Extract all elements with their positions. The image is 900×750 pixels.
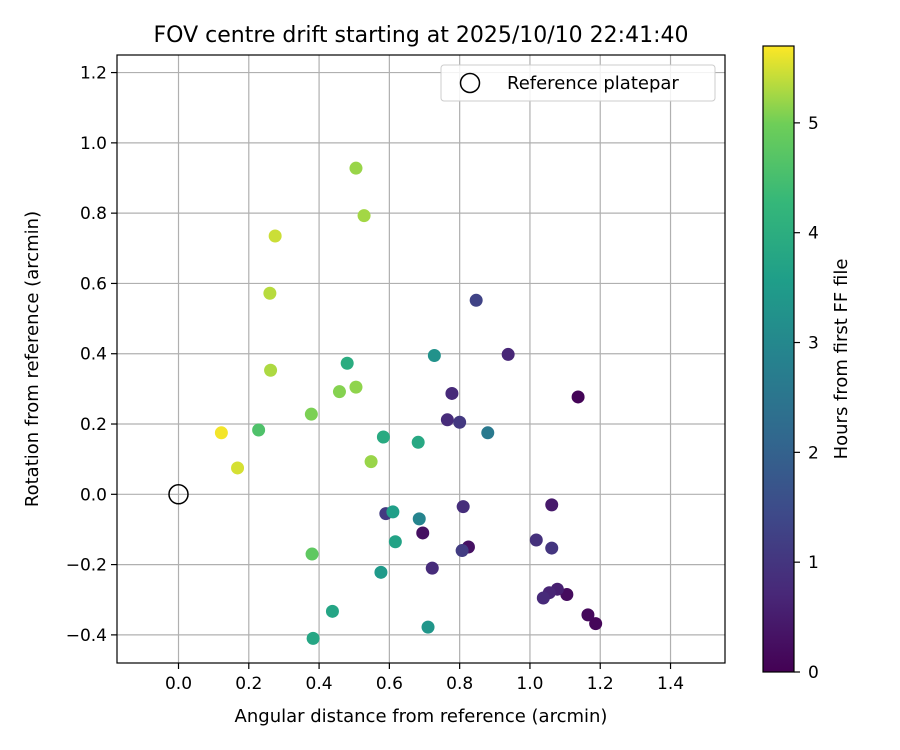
data-point <box>529 533 543 547</box>
y-tick-label: −0.4 <box>66 626 107 646</box>
data-point <box>388 535 402 549</box>
x-tick-label: 0.0 <box>165 674 192 694</box>
x-axis-ticks: 0.0 0.2 0.4 0.6 0.8 1.0 1.2 1.4 <box>165 663 684 694</box>
data-point <box>374 565 388 579</box>
data-point <box>421 620 435 634</box>
colorbar-ticks: 0 1 2 3 4 5 <box>794 114 819 683</box>
data-point <box>340 356 354 370</box>
chart-title: FOV centre drift starting at 2025/10/10 … <box>154 23 689 48</box>
data-point <box>545 498 559 512</box>
data-point <box>589 617 603 631</box>
data-point <box>455 544 469 558</box>
data-point <box>536 591 550 605</box>
legend-box <box>440 64 716 102</box>
data-point <box>386 505 400 519</box>
data-point <box>325 604 339 618</box>
data-point <box>364 455 378 469</box>
data-point <box>304 407 318 421</box>
y-tick-label: 0.4 <box>80 345 107 365</box>
data-point <box>268 229 282 243</box>
data-point <box>349 161 363 175</box>
colorbar-tick-label: 4 <box>808 224 819 244</box>
data-point <box>412 512 426 526</box>
data-point <box>306 631 320 645</box>
x-tick-label: 1.0 <box>516 674 543 694</box>
colorbar-tick-label: 2 <box>808 443 819 463</box>
plot-frame <box>116 54 726 664</box>
data-points <box>214 161 603 645</box>
grid <box>117 55 725 663</box>
legend-label: Reference platepar <box>507 73 679 94</box>
y-tick-label: 0.8 <box>80 204 107 224</box>
data-point <box>445 386 459 400</box>
colorbar-tick-label: 0 <box>808 663 819 683</box>
data-point <box>252 423 266 437</box>
x-tick-label: 1.2 <box>587 674 614 694</box>
data-point <box>481 426 495 440</box>
data-point <box>453 415 467 429</box>
data-point <box>305 547 319 561</box>
colorbar-tick-label: 5 <box>808 114 819 134</box>
data-point <box>571 390 585 404</box>
data-point <box>545 541 559 555</box>
x-axis-label: Angular distance from reference (arcmin) <box>235 706 608 727</box>
data-point <box>581 608 595 622</box>
data-point <box>214 426 228 440</box>
data-point <box>469 293 483 307</box>
y-tick-label: 0.0 <box>80 485 107 505</box>
legend: Reference platepar <box>440 64 716 102</box>
data-point <box>501 347 515 361</box>
x-tick-label: 1.4 <box>657 674 684 694</box>
data-point <box>440 413 454 427</box>
reference-marker <box>168 484 189 505</box>
colorbar-gradient <box>762 45 795 673</box>
y-axis-ticks: −0.4 −0.2 0.0 0.2 0.4 0.6 0.8 1.0 1.2 <box>66 64 117 646</box>
data-point <box>264 363 278 377</box>
y-tick-label: 0.2 <box>80 415 107 435</box>
data-point <box>357 209 371 223</box>
x-tick-label: 0.6 <box>376 674 403 694</box>
colorbar: 0 1 2 3 4 5 Hours from first FF file <box>762 45 852 683</box>
y-tick-label: 1.0 <box>80 134 107 154</box>
y-tick-label: 1.2 <box>80 64 107 84</box>
data-point <box>332 385 346 399</box>
y-tick-label: −0.2 <box>66 556 107 576</box>
data-point <box>263 286 277 300</box>
data-point <box>456 500 470 514</box>
data-point <box>411 435 425 449</box>
colorbar-tick-label: 3 <box>808 334 819 354</box>
data-point <box>560 587 574 601</box>
colorbar-label: Hours from first FF file <box>831 259 852 460</box>
data-point <box>416 526 430 540</box>
x-tick-label: 0.2 <box>235 674 262 694</box>
data-point <box>231 461 245 475</box>
data-point <box>425 561 439 575</box>
legend-marker <box>459 72 481 94</box>
y-axis-label: Rotation from reference (arcmin) <box>22 211 43 507</box>
colorbar-tick-label: 1 <box>808 553 819 573</box>
y-tick-label: 0.6 <box>80 274 107 294</box>
x-tick-label: 0.8 <box>446 674 473 694</box>
x-tick-label: 0.4 <box>306 674 333 694</box>
data-point <box>349 380 363 394</box>
data-point <box>427 348 441 362</box>
data-point <box>376 430 390 444</box>
